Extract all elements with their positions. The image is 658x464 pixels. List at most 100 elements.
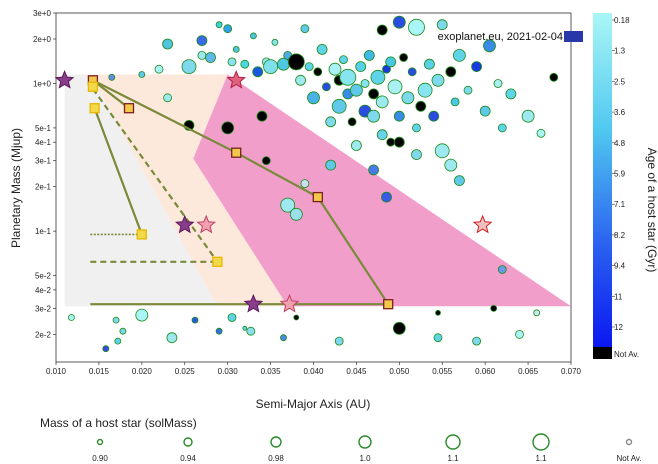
planet-point bbox=[386, 137, 396, 147]
planet-point bbox=[445, 66, 457, 78]
x-axis-title: Semi-Major Axis (AU) bbox=[256, 397, 371, 411]
planet-point bbox=[215, 21, 223, 29]
x-tick-label: 0.055 bbox=[432, 367, 453, 376]
size-legend-label: Not Av. bbox=[616, 454, 641, 463]
y-tick-label: 5e-2 bbox=[35, 272, 52, 281]
planet-point bbox=[399, 53, 409, 62]
planet-point bbox=[280, 334, 287, 342]
x-tick-label: 0.045 bbox=[346, 367, 367, 376]
planet-point bbox=[163, 93, 173, 103]
x-tick-label: 0.025 bbox=[175, 367, 196, 376]
colorbar-tick-label: 5.9 bbox=[614, 170, 626, 179]
square-marker bbox=[231, 147, 242, 158]
planet-point bbox=[215, 327, 223, 335]
planet-point bbox=[436, 19, 448, 31]
planet-point bbox=[393, 136, 405, 148]
planet-point bbox=[393, 110, 405, 122]
planet-point bbox=[497, 265, 507, 274]
planet-point bbox=[256, 110, 268, 122]
planet-point bbox=[493, 79, 503, 88]
planet-point bbox=[261, 156, 271, 166]
track-line bbox=[92, 79, 130, 110]
planet-point bbox=[325, 159, 337, 171]
planet-point bbox=[428, 110, 440, 122]
track-line bbox=[92, 88, 219, 263]
star-marker bbox=[174, 214, 195, 234]
planet-point bbox=[350, 140, 362, 151]
planet-point bbox=[295, 74, 307, 86]
planet-point bbox=[412, 123, 421, 133]
size-legend-circle bbox=[445, 434, 461, 450]
planet-point bbox=[360, 79, 370, 88]
y-tick-label: 3e-1 bbox=[35, 157, 52, 166]
planet-point bbox=[181, 59, 197, 74]
planet-point bbox=[381, 191, 392, 203]
planet-point bbox=[435, 309, 441, 316]
planet-point bbox=[316, 44, 328, 55]
planet-point bbox=[68, 314, 75, 321]
square-marker bbox=[89, 103, 100, 114]
planet-point bbox=[300, 24, 310, 34]
planet-point bbox=[521, 109, 535, 123]
x-tick-label: 0.060 bbox=[475, 367, 496, 376]
y-axis-title: Planetary Mass (Mjup) bbox=[9, 128, 23, 248]
planet-point bbox=[515, 329, 524, 339]
planet-point bbox=[321, 82, 331, 92]
planet-point bbox=[339, 55, 348, 64]
square-marker bbox=[212, 256, 223, 267]
colorbar bbox=[593, 13, 612, 347]
x-tick-label: 0.020 bbox=[132, 367, 153, 376]
planet-point bbox=[472, 336, 482, 346]
planet-point bbox=[434, 143, 450, 159]
planet-point bbox=[205, 52, 216, 63]
planet-point bbox=[313, 67, 323, 77]
colorbar-tick-label: 11 bbox=[614, 292, 623, 301]
planet-point bbox=[368, 88, 380, 100]
planet-point bbox=[191, 316, 199, 324]
planet-point bbox=[407, 67, 417, 77]
square-marker bbox=[136, 229, 147, 240]
planet-point bbox=[197, 51, 207, 60]
planet-point bbox=[221, 121, 235, 135]
planet-point bbox=[450, 97, 460, 107]
planet-point bbox=[368, 164, 380, 176]
colorbar-tick-label: 1.3 bbox=[614, 47, 626, 56]
planet-point bbox=[417, 82, 433, 98]
size-legend-label: 1.0 bbox=[359, 454, 371, 463]
planet-point bbox=[246, 326, 256, 336]
planet-point bbox=[497, 123, 507, 133]
y-tick-label: 3e-2 bbox=[35, 304, 52, 313]
planet-point bbox=[411, 149, 422, 161]
regions-layer bbox=[64, 74, 572, 307]
size-legend-circle bbox=[183, 437, 193, 447]
planet-point bbox=[108, 73, 116, 81]
y-tick-label: 5e-1 bbox=[35, 124, 52, 133]
colorbar-tick-label: 3.6 bbox=[614, 108, 626, 117]
planet-point bbox=[453, 175, 465, 187]
size-legend-label: 0.98 bbox=[268, 454, 284, 463]
colorbar-tick-label: 4.8 bbox=[614, 139, 626, 148]
y-tick-label: 1e+0 bbox=[33, 79, 52, 88]
y-tick-label: 2e-2 bbox=[35, 330, 52, 339]
planet-point bbox=[135, 308, 149, 322]
star-marker bbox=[243, 293, 264, 313]
planet-point bbox=[232, 46, 240, 53]
planet-point bbox=[349, 83, 363, 97]
y-tick-label: 2e+0 bbox=[33, 35, 52, 44]
planet-point bbox=[355, 61, 367, 72]
planet-point bbox=[154, 64, 164, 74]
planet-point bbox=[433, 333, 443, 343]
planet-point bbox=[307, 91, 320, 105]
x-tick-label: 0.015 bbox=[89, 367, 110, 376]
planets-layer bbox=[68, 15, 559, 353]
colorbar-tick-label: 12 bbox=[614, 323, 623, 332]
x-tick-label: 0.030 bbox=[218, 367, 239, 376]
planet-point bbox=[271, 38, 279, 46]
colorbar-tick-label: 7.1 bbox=[614, 200, 626, 209]
planet-point bbox=[242, 325, 248, 331]
planet-point bbox=[392, 15, 406, 29]
planet-point bbox=[392, 321, 406, 335]
planet-point bbox=[347, 117, 357, 127]
square-markers-layer bbox=[87, 75, 394, 310]
star-marker bbox=[472, 214, 493, 234]
